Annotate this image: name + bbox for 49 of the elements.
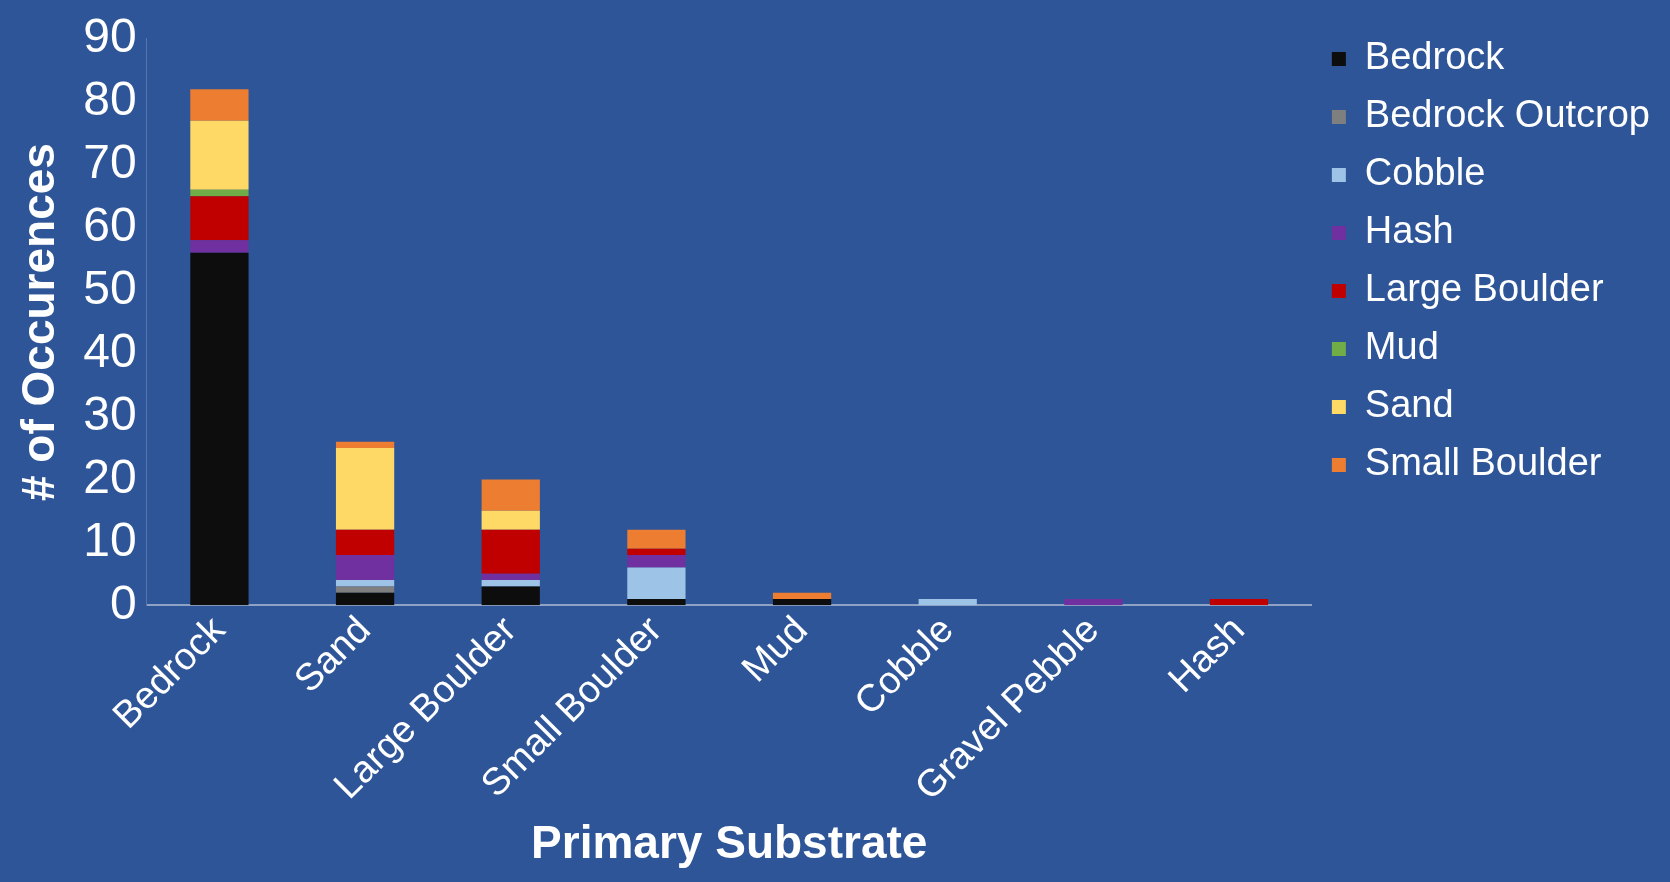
y-tick-label: 40: [83, 323, 137, 377]
bar: [627, 567, 686, 599]
bar: [335, 554, 395, 581]
bar: [335, 580, 395, 587]
bar: [627, 598, 686, 606]
bar: [335, 592, 395, 606]
bar: [481, 529, 540, 574]
bar: [481, 580, 540, 587]
bar: [627, 548, 686, 555]
bar: [481, 586, 540, 606]
bar: [627, 554, 686, 568]
legend-label: Small Boulder: [1364, 441, 1602, 484]
y-tick-label: 10: [83, 512, 137, 566]
bar: [190, 89, 249, 121]
bar: [190, 196, 249, 241]
bar: [335, 586, 395, 593]
y-axis-title: # of Occurences: [12, 143, 65, 502]
legend-label: Cobble: [1364, 151, 1486, 194]
legend-label: Bedrock Outcrop: [1364, 93, 1651, 136]
bar: [190, 240, 249, 253]
bar: [772, 592, 832, 599]
y-tick-label: 80: [83, 71, 137, 125]
legend-label: Sand: [1364, 383, 1454, 426]
y-tick-label: 30: [83, 386, 137, 440]
legend-label: Bedrock: [1364, 35, 1506, 78]
y-tick-label: 20: [83, 449, 137, 503]
bar: [190, 252, 249, 606]
bar: [1209, 598, 1269, 606]
x-axis-title: Primary Substrate: [531, 816, 928, 869]
y-tick-label: 0: [109, 575, 137, 629]
y-tick-label: 60: [83, 197, 137, 251]
bar: [627, 529, 686, 549]
bar: [481, 510, 540, 530]
bar: [1064, 598, 1123, 606]
bar: [481, 479, 540, 511]
bar: [918, 598, 977, 606]
bar: [335, 529, 395, 555]
bar: [335, 441, 395, 448]
y-tick-label: 50: [83, 260, 137, 314]
legend-label: Large Boulder: [1364, 267, 1604, 310]
legend-label: Hash: [1364, 209, 1454, 252]
y-tick-label: 90: [83, 9, 137, 63]
bar: [190, 189, 249, 197]
y-tick-label: 70: [83, 134, 137, 188]
bar: [772, 598, 832, 606]
bar: [481, 573, 540, 581]
legend-label: Mud: [1364, 325, 1439, 368]
bar: [190, 120, 249, 190]
bar: [335, 447, 395, 530]
